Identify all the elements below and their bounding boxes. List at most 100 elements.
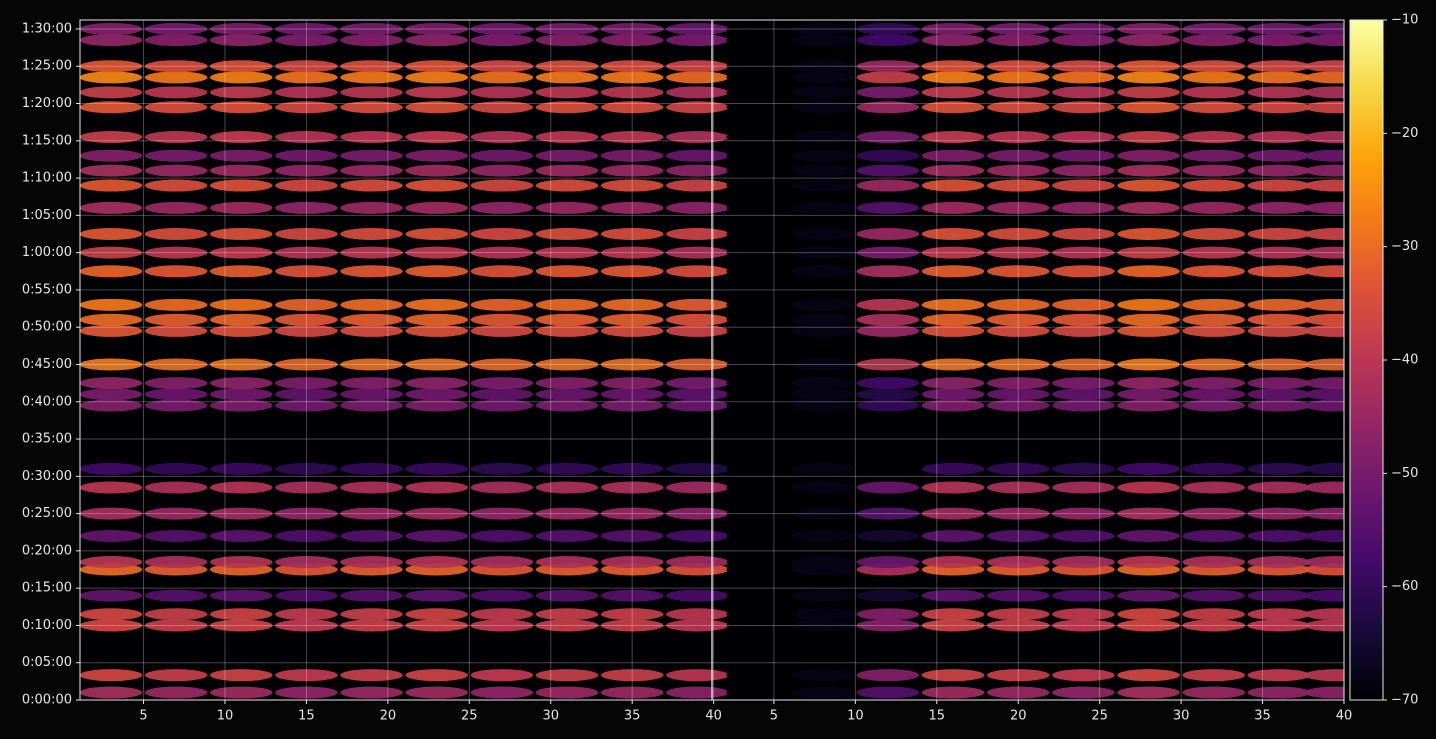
cell bbox=[1052, 60, 1115, 73]
y-tick-label: 0:15:00 bbox=[22, 581, 72, 596]
cell bbox=[600, 60, 664, 73]
cell bbox=[535, 179, 599, 192]
cell bbox=[986, 358, 1050, 371]
cell bbox=[209, 619, 273, 632]
cell bbox=[1117, 131, 1180, 144]
cell bbox=[405, 358, 468, 371]
cell bbox=[144, 608, 208, 621]
cell bbox=[470, 481, 534, 494]
y-tick-label: 0:00:00 bbox=[22, 693, 72, 708]
cell bbox=[1182, 619, 1245, 632]
cell bbox=[535, 101, 599, 114]
cell bbox=[144, 529, 208, 542]
x-tick-label: 25 bbox=[461, 709, 478, 724]
cell bbox=[921, 619, 985, 632]
cell bbox=[666, 34, 729, 47]
y-tick-label: 0:45:00 bbox=[22, 357, 72, 372]
cell bbox=[856, 131, 920, 144]
cell bbox=[1182, 377, 1245, 390]
cell bbox=[340, 164, 403, 177]
cell bbox=[986, 179, 1050, 192]
cell bbox=[470, 179, 534, 192]
cell bbox=[1247, 481, 1311, 494]
cell bbox=[80, 358, 143, 371]
cell bbox=[209, 131, 273, 144]
cell bbox=[921, 149, 985, 162]
cell bbox=[340, 86, 403, 99]
cell bbox=[1182, 556, 1245, 569]
cell bbox=[275, 298, 338, 311]
cell bbox=[666, 246, 729, 259]
cell bbox=[1304, 388, 1344, 401]
cell bbox=[791, 529, 855, 542]
cell bbox=[470, 556, 534, 569]
cell bbox=[856, 669, 920, 682]
cell bbox=[986, 377, 1050, 390]
cell bbox=[405, 149, 468, 162]
cell bbox=[1247, 399, 1311, 412]
cell bbox=[1247, 507, 1311, 520]
cell bbox=[856, 201, 920, 214]
cell bbox=[666, 669, 729, 682]
cell bbox=[921, 71, 985, 84]
cell bbox=[1304, 131, 1344, 144]
cell bbox=[600, 179, 664, 192]
cell bbox=[856, 298, 920, 311]
cell bbox=[405, 60, 468, 73]
cell bbox=[856, 86, 920, 99]
cell bbox=[209, 377, 273, 390]
cell bbox=[726, 462, 789, 475]
cell bbox=[600, 131, 664, 144]
cell bbox=[1117, 60, 1180, 73]
cell bbox=[986, 227, 1050, 240]
cell bbox=[666, 399, 729, 412]
cell bbox=[470, 201, 534, 214]
cell bbox=[1304, 149, 1344, 162]
cell bbox=[600, 246, 664, 259]
colorbar-tick-label: −40 bbox=[1391, 353, 1418, 368]
cell bbox=[340, 589, 403, 602]
cell bbox=[1247, 377, 1311, 390]
cell bbox=[1304, 399, 1344, 412]
cell bbox=[470, 462, 534, 475]
cell bbox=[144, 589, 208, 602]
cell bbox=[80, 669, 143, 682]
cell bbox=[470, 313, 534, 326]
cell bbox=[1304, 246, 1344, 259]
y-tick-label: 0:55:00 bbox=[22, 282, 72, 297]
cell bbox=[666, 589, 729, 602]
cell bbox=[275, 507, 338, 520]
cell bbox=[1117, 265, 1180, 278]
cell bbox=[600, 324, 664, 337]
cell bbox=[791, 201, 855, 214]
cell bbox=[1182, 22, 1245, 35]
cell bbox=[340, 227, 403, 240]
cell bbox=[600, 669, 664, 682]
cell bbox=[80, 101, 143, 114]
cell bbox=[1182, 507, 1245, 520]
cell bbox=[1247, 149, 1311, 162]
cell bbox=[666, 358, 729, 371]
cell bbox=[1182, 71, 1245, 84]
cell bbox=[666, 608, 729, 621]
cell bbox=[405, 164, 468, 177]
cell bbox=[1304, 324, 1344, 337]
cell bbox=[405, 619, 468, 632]
cell bbox=[275, 556, 338, 569]
cell bbox=[275, 399, 338, 412]
y-tick-label: 0:50:00 bbox=[22, 320, 72, 335]
cell bbox=[600, 86, 664, 99]
cell bbox=[535, 686, 599, 699]
cell bbox=[80, 462, 143, 475]
cell bbox=[666, 227, 729, 240]
cell bbox=[340, 462, 403, 475]
cell bbox=[986, 507, 1050, 520]
cell bbox=[666, 481, 729, 494]
cell bbox=[144, 201, 208, 214]
colorbar-tick-label: −50 bbox=[1391, 466, 1418, 481]
cell bbox=[1117, 669, 1180, 682]
cell bbox=[600, 358, 664, 371]
cell bbox=[405, 324, 468, 337]
cell bbox=[1052, 22, 1115, 35]
cell bbox=[1247, 265, 1311, 278]
